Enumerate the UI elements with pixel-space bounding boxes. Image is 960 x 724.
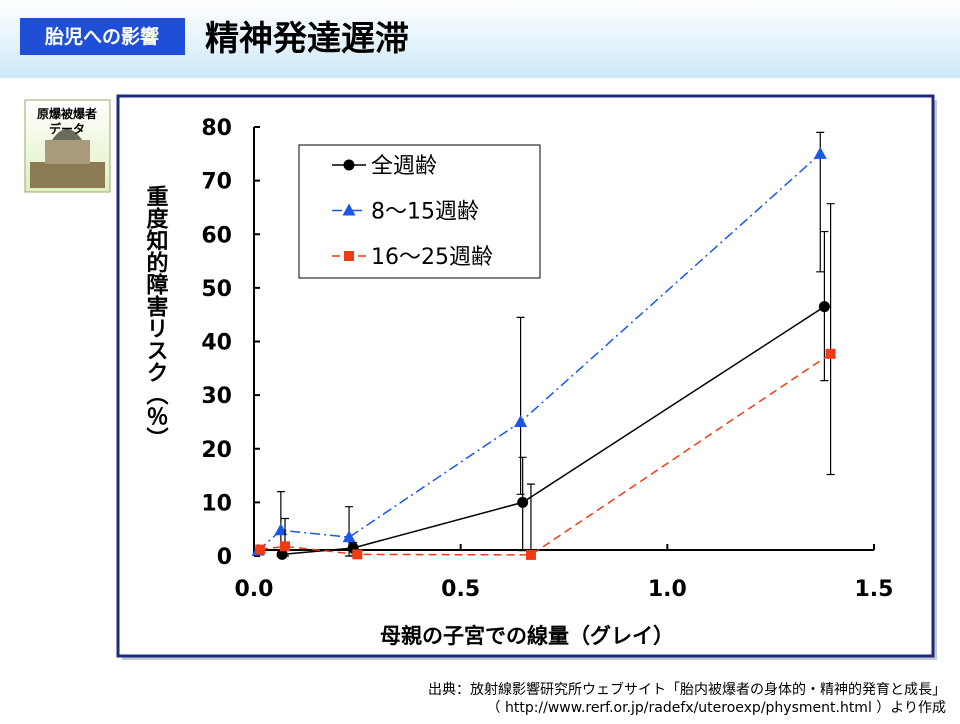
source-text: 出典：放射線影響研究所ウェブサイト「胎内被爆者の身体的・精神的発育と成長」	[428, 681, 946, 698]
marker	[818, 301, 830, 313]
marker	[813, 146, 827, 159]
marker	[342, 530, 356, 543]
side-label: データ	[49, 121, 85, 136]
marker	[525, 549, 536, 560]
series-line	[257, 153, 821, 552]
marker	[514, 414, 528, 427]
legend-marker	[343, 159, 355, 171]
x-tick-label: 0.0	[235, 577, 274, 602]
marker	[274, 523, 288, 536]
y-tick-label: 20	[201, 438, 232, 463]
legend-label: 8～15週齢	[371, 200, 479, 225]
y-tick-label: 30	[201, 384, 232, 409]
legend-label: 16～25週齢	[371, 245, 493, 270]
legend-label: 全週齢	[371, 154, 437, 179]
x-tick-label: 1.0	[648, 577, 687, 602]
marker	[280, 541, 290, 552]
badge	[20, 18, 185, 55]
y-axis-label: 重度知的障害リスク（％）	[143, 185, 169, 449]
source-text: （ http://www.rerf.or.jp/radefx/uteroexp/…	[487, 700, 946, 716]
x-axis-label: 母親の子宮での線量（グレイ）	[380, 624, 674, 648]
icon-wall	[30, 162, 105, 188]
y-tick-label: 0	[217, 545, 232, 570]
icon-dome	[52, 129, 82, 140]
side-label: 原爆被爆者	[37, 106, 97, 121]
error-bar	[516, 316, 525, 495]
y-tick-label: 40	[201, 331, 232, 356]
series-line	[282, 306, 825, 556]
marker	[517, 496, 529, 508]
y-tick-label: 80	[201, 116, 232, 141]
marker	[352, 549, 363, 560]
y-tick-label: 50	[201, 277, 232, 302]
error-bar	[826, 203, 835, 476]
x-tick-label: 0.5	[441, 577, 480, 602]
badge-text: 胎児への影響	[45, 25, 159, 48]
y-tick-label: 70	[201, 170, 232, 195]
marker	[825, 348, 836, 359]
marker	[255, 544, 266, 555]
x-tick-label: 1.5	[855, 577, 894, 602]
plot: 0 10 20 30 40 50 60 70 80 0.0 0.5 1.0 1.5 全週齢 8～15週齢 16…	[201, 116, 893, 602]
y-tick-label: 10	[201, 491, 232, 516]
y-tick-label: 60	[201, 223, 232, 248]
legend-marker	[342, 203, 356, 216]
icon-building	[45, 140, 90, 164]
page-title: 精神発達遅滞	[205, 19, 409, 59]
legend-marker	[344, 251, 354, 261]
